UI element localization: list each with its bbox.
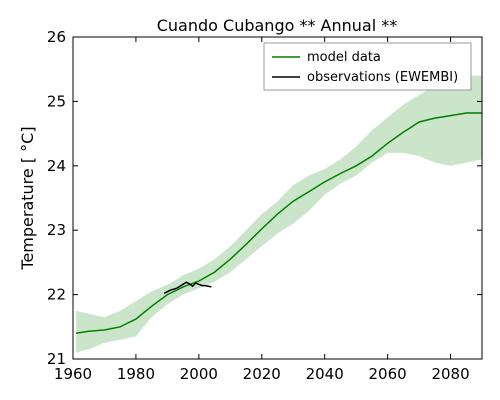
x-tick-label: 2020 — [243, 365, 281, 383]
y-tick-label: 24 — [47, 157, 66, 175]
x-tick-label: 2080 — [431, 365, 469, 383]
x-tick-label: 2000 — [180, 365, 218, 383]
y-axis-label: Temperature [ °C] — [18, 126, 37, 270]
model-range-band — [76, 76, 482, 353]
plot-area — [76, 76, 482, 353]
y-tick-label: 26 — [47, 28, 66, 46]
legend-model-label: model data — [307, 50, 381, 65]
y-tick-label: 23 — [47, 221, 66, 239]
chart-title: Cuando Cubango ** Annual ** — [157, 16, 398, 35]
x-tick-label: 2060 — [369, 365, 407, 383]
legend: model data observations (EWEMBI) — [264, 43, 471, 90]
x-tick-label: 1980 — [117, 365, 155, 383]
legend-observations-label: observations (EWEMBI) — [307, 70, 458, 85]
y-tick-label: 22 — [47, 286, 66, 304]
y-tick-label: 25 — [47, 92, 66, 110]
y-tick-label: 21 — [47, 350, 66, 368]
x-tick-label: 2040 — [306, 365, 344, 383]
